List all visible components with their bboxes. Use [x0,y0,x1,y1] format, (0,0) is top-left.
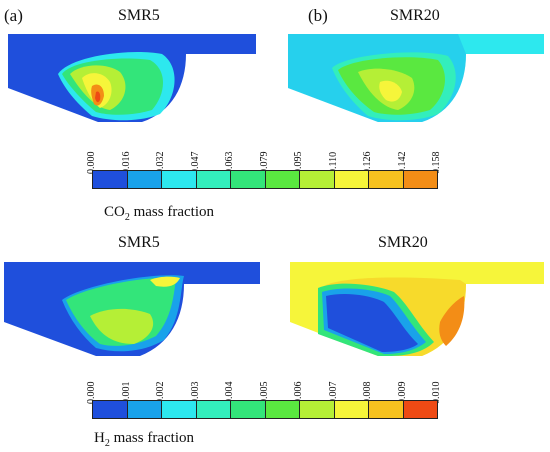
h2-colorbar-cell [127,401,162,418]
h2-colorbar-cell [93,401,128,418]
h2-colorbar-label: H2 mass fraction [94,430,194,449]
h2-colorbar-cell [369,401,404,418]
co2-colorbar [92,170,438,189]
co2-colorbar-label: CO2 mass fraction [104,204,214,223]
top-left-title: SMR5 [118,7,160,24]
co2-colorbar-cell [231,171,266,188]
bottom-left-title: SMR5 [118,234,160,251]
h2-colorbar-cell [403,401,437,418]
h2-colorbar-cell [162,401,197,418]
h2-colorbar-cell [334,401,369,418]
contour-co2-smr5 [8,34,256,122]
h2-label-sub: 2 [104,438,110,449]
bottom-right-title: SMR20 [378,234,428,251]
contour-h2-smr20 [290,262,544,356]
co2-colorbar-cell [93,171,128,188]
h2-colorbar-cell [231,401,266,418]
h2-colorbar-cell [265,401,300,418]
co2-colorbar-cell [334,171,369,188]
co2-colorbar-cell [403,171,437,188]
h2-colorbar [92,400,438,419]
contour-co2-smr20 [288,34,544,122]
co2-colorbar-cell [127,171,162,188]
h2-label-rest: mass fraction [109,430,194,446]
h2-colorbar-cell [300,401,335,418]
contour-h2-smr5 [4,262,260,356]
top-right-title: SMR20 [390,7,440,24]
co2-colorbar-cell [300,171,335,188]
co2-label-rest: mass fraction [129,204,214,220]
co2-colorbar-cell [369,171,404,188]
co2-colorbar-cell [265,171,300,188]
co2-label-sub: 2 [124,212,130,223]
panel-label-a: (a) [4,6,23,25]
panel-label-b: (b) [308,6,328,25]
co2-colorbar-cell [196,171,231,188]
h2-colorbar-cell [196,401,231,418]
h2-label-main: H [94,430,105,446]
co2-colorbar-cell [162,171,197,188]
co2-label-main: CO [104,204,125,220]
